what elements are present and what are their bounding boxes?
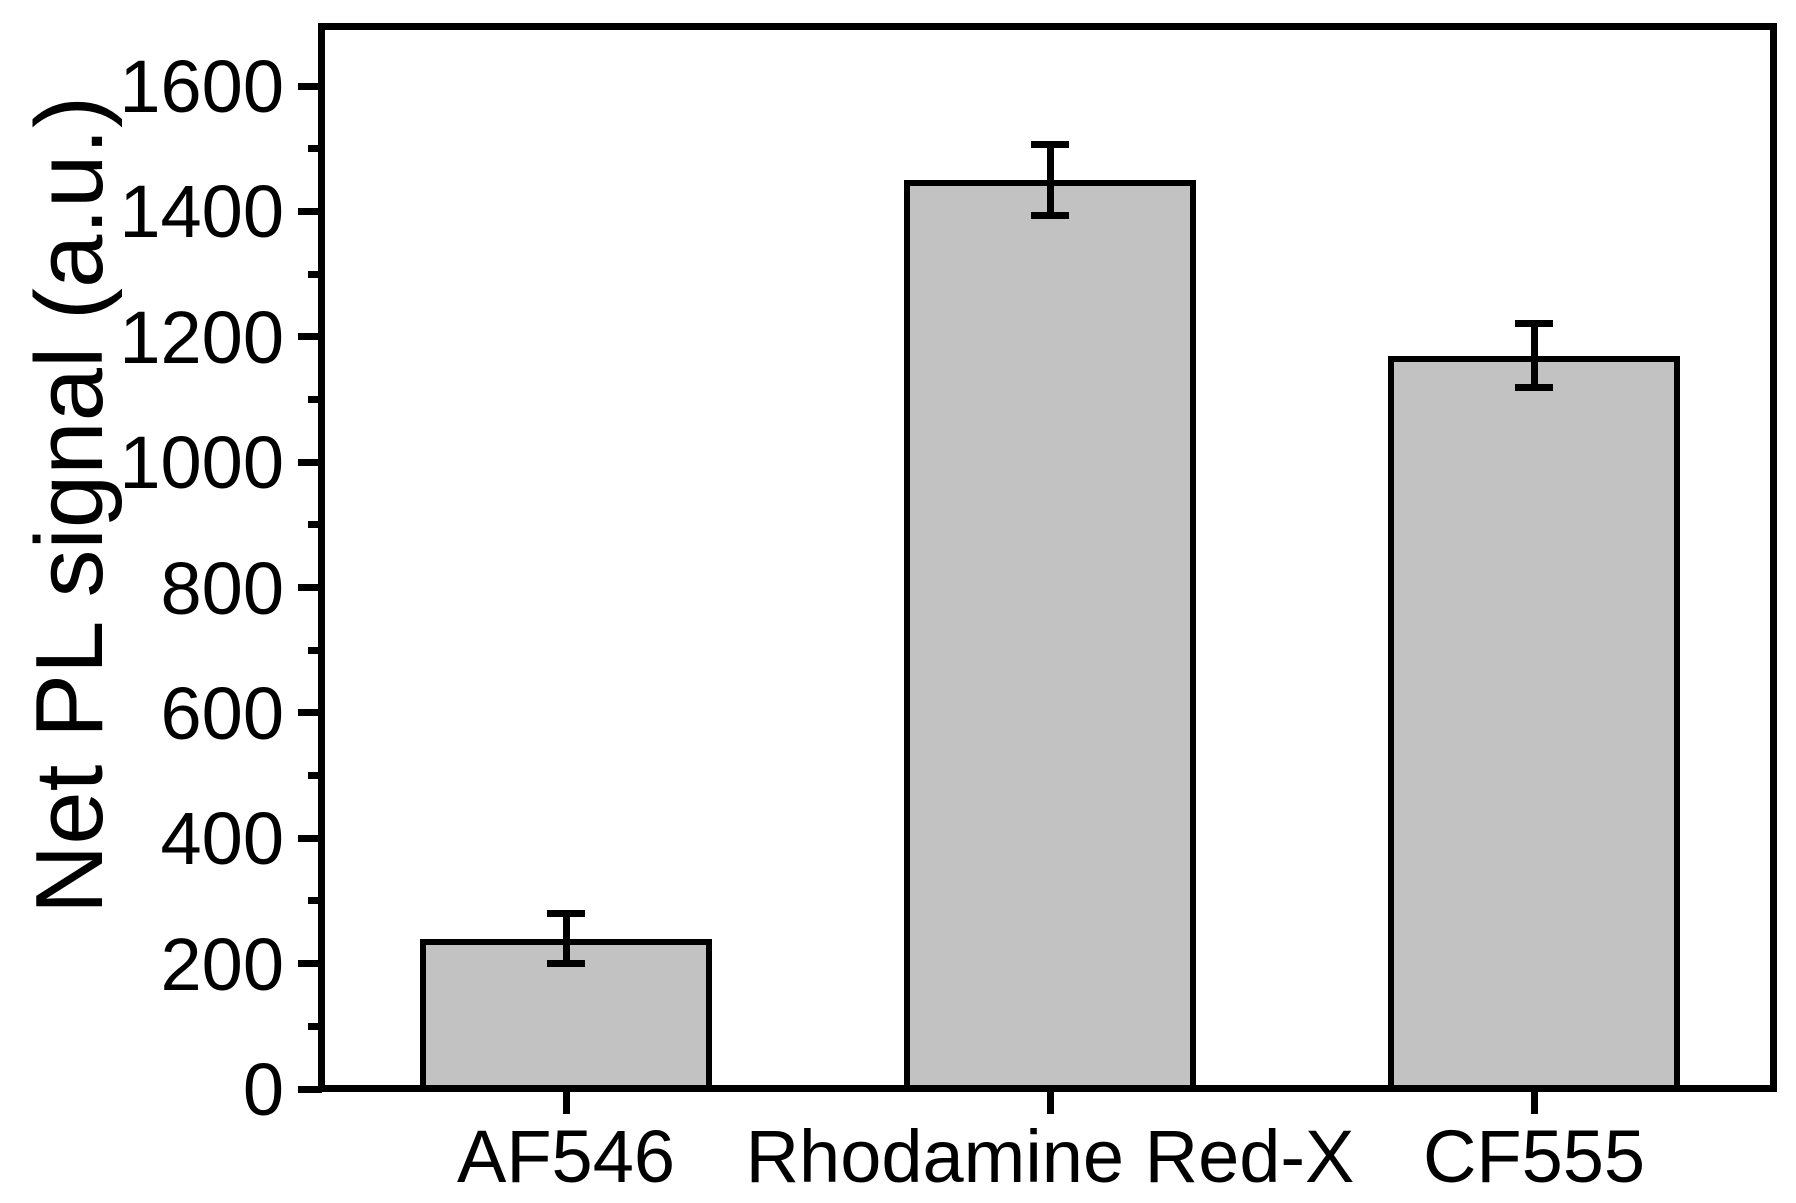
- y-axis-major-tick: [298, 709, 322, 717]
- y-axis-tick-label: 800: [160, 546, 284, 630]
- y-axis-minor-tick: [308, 395, 322, 403]
- y-axis-major-tick: [298, 207, 322, 215]
- y-axis-minor-tick: [308, 897, 322, 905]
- y-axis-minor-tick: [308, 1022, 322, 1030]
- x-axis-tick-label: AF546: [456, 1115, 676, 1198]
- y-axis-tick-label: 1000: [119, 421, 284, 505]
- y-axis-tick-label: 200: [160, 922, 284, 1006]
- x-axis-tick: [1046, 1089, 1054, 1114]
- error-bar-stem: [1530, 325, 1538, 386]
- error-bar-cap-top: [547, 910, 585, 918]
- error-bar-cap-bottom: [1031, 211, 1069, 219]
- error-bar-cap-top: [1031, 141, 1069, 149]
- error-bar-cap-bottom: [547, 959, 585, 967]
- error-bar-cap-bottom: [1515, 383, 1553, 391]
- bar-cf555: [1388, 355, 1680, 1092]
- x-axis-tick: [1530, 1089, 1538, 1114]
- y-axis-minor-tick: [308, 521, 322, 529]
- x-axis-tick: [562, 1089, 570, 1114]
- bar-rhodamine-red-x: [904, 180, 1196, 1092]
- error-bar-stem: [562, 915, 570, 962]
- y-axis-major-tick: [298, 584, 322, 591]
- y-axis-tick-label: 1400: [119, 170, 284, 254]
- y-axis-tick-label: 0: [242, 1048, 284, 1131]
- y-axis-tick-label: 1600: [119, 45, 284, 128]
- y-axis-minor-tick: [308, 270, 322, 278]
- error-bar-stem: [1046, 146, 1054, 214]
- error-bar-cap-top: [1515, 320, 1553, 328]
- y-axis-major-tick: [298, 458, 322, 466]
- y-axis-tick-label: 1200: [119, 295, 284, 379]
- x-axis-tick-label: Rhodamine Red-X: [745, 1115, 1355, 1198]
- y-axis-major-tick: [298, 1085, 322, 1093]
- y-axis-minor-tick: [308, 646, 322, 654]
- y-axis-tick-label: 400: [160, 797, 284, 881]
- y-axis-major-tick: [298, 834, 322, 842]
- y-axis-minor-tick: [308, 145, 322, 153]
- y-axis-major-tick: [298, 333, 322, 341]
- y-axis-minor-tick: [308, 772, 322, 780]
- y-axis-tick-label: 600: [160, 671, 284, 755]
- x-axis-tick-label: CF555: [1422, 1115, 1646, 1198]
- y-axis-major-tick: [298, 82, 322, 90]
- y-axis-major-tick: [298, 960, 322, 968]
